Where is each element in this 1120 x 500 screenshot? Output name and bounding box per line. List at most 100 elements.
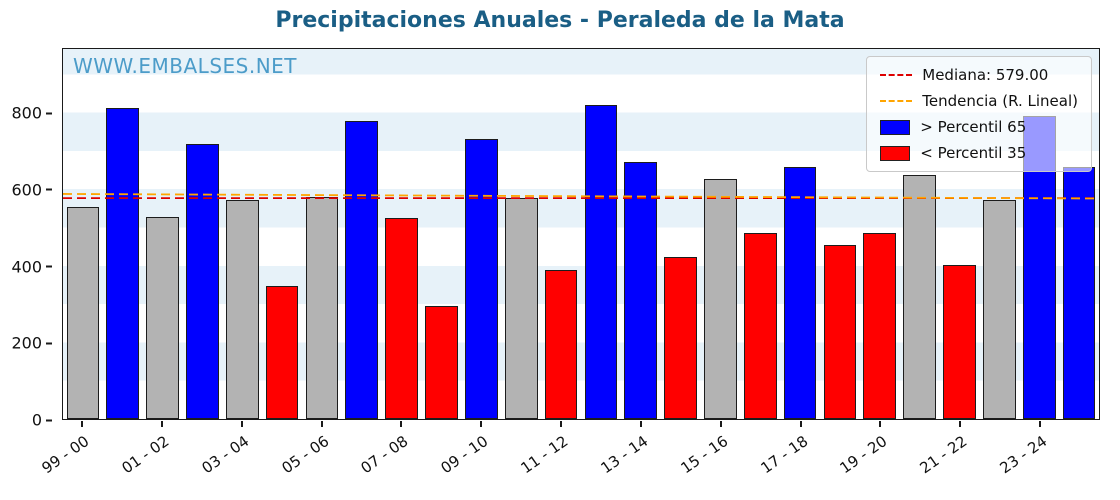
x-tick-mark: [639, 421, 642, 427]
chart-title: Precipitaciones Anuales - Peraleda de la…: [275, 8, 845, 33]
x-tick-label: 07 - 08: [357, 432, 412, 478]
x-tick-mark: [799, 421, 802, 427]
bar-slot: [461, 49, 501, 419]
bar-slot: [621, 49, 661, 419]
bar-19-20: [863, 232, 897, 419]
x-tick-label: 99 - 00: [38, 432, 93, 478]
x-tick-mark: [160, 421, 163, 427]
above-percentile-swatch: [880, 119, 911, 135]
legend-item-below: < Percentil 35: [880, 144, 1078, 162]
bar-slot: [701, 49, 741, 419]
x-tick-label: 03 - 04: [198, 432, 252, 478]
bar-slot: [342, 49, 382, 419]
bar-slot: [979, 49, 1019, 419]
bar-slot: [1059, 49, 1099, 419]
bar-slot: [103, 49, 143, 419]
trend-line-swatch: [880, 100, 913, 102]
legend-trend-label: Tendencia (R. Lineal): [922, 92, 1078, 110]
bar-15-16: [704, 179, 737, 419]
bar-04-05: [265, 285, 299, 419]
bar-05-06: [305, 197, 339, 419]
lines-overlay: [63, 193, 1099, 200]
bar-slot: [63, 49, 103, 419]
bar-11-12: [544, 270, 578, 419]
x-tick-mark: [80, 421, 83, 427]
bar-09-10: [465, 139, 498, 419]
bar-slot: [222, 49, 262, 419]
legend-item-above: > Percentil 65: [880, 118, 1078, 136]
x-tick-label: 21 - 22: [916, 432, 971, 478]
x-tick-label: 09 - 10: [437, 432, 492, 478]
x-tick-label: 23 - 24: [996, 432, 1051, 478]
x-axis: 99 - 00 01 - 02 03 - 04 05 - 06 07 - 08 09 - …: [38, 421, 1100, 499]
x-tick-label: 01 - 02: [118, 432, 173, 478]
x-tick-mark: [1039, 421, 1042, 427]
legend-above-label: > Percentil 65: [920, 118, 1027, 136]
y-tick-label: 0: [31, 410, 53, 430]
plot-area: WWW.EMBALSES.NET Mediana: 579.00 Tendenc…: [62, 48, 1100, 420]
bar-00-01: [106, 108, 140, 419]
legend-item-median: Mediana: 579.00: [880, 66, 1078, 84]
bar-slot: [143, 49, 183, 419]
x-tick-mark: [240, 421, 243, 427]
watermark: WWW.EMBALSES.NET: [73, 54, 298, 78]
y-tick-label: 800: [11, 103, 52, 123]
bar-17-18: [783, 166, 817, 419]
bar-12-13: [584, 105, 618, 419]
x-tick-mark: [400, 421, 403, 427]
bar-slot: [661, 49, 701, 419]
x-tick-mark: [879, 421, 882, 427]
bar-03-04: [225, 199, 259, 419]
bar-slot: [860, 49, 900, 419]
bar-slot: [302, 49, 342, 419]
x-tick-mark: [480, 421, 483, 427]
bar-24-25: [1062, 167, 1096, 419]
x-tick-mark: [959, 421, 962, 427]
bar-01-02: [146, 216, 179, 419]
legend-item-trend: Tendencia (R. Lineal): [880, 92, 1078, 110]
bar-slot: [262, 49, 302, 419]
bar-13-14: [624, 161, 658, 419]
bar-slot: [820, 49, 860, 419]
below-percentile-swatch: [880, 145, 911, 161]
bar-slot: [581, 49, 621, 419]
bar-02-03: [186, 143, 219, 419]
legend: Mediana: 579.00 Tendencia (R. Lineal) > …: [866, 56, 1092, 172]
bar-06-07: [345, 121, 379, 419]
bar-slot: [900, 49, 940, 419]
bar-99-00: [66, 207, 100, 419]
bar-18-19: [823, 244, 857, 419]
bar-21-22: [943, 264, 976, 419]
bar-slot: [183, 49, 223, 419]
bar-slot: [422, 49, 462, 419]
bar-slot: [940, 49, 980, 419]
bar-08-09: [425, 305, 458, 419]
bars-layer: [63, 49, 1099, 419]
y-tick-label: 600: [11, 180, 52, 200]
bar-16-17: [743, 232, 777, 419]
bar-20-21: [903, 174, 936, 419]
bar-07-08: [385, 217, 418, 419]
bar-slot: [541, 49, 581, 419]
bar-slot: [382, 49, 422, 419]
bar-slot: [501, 49, 541, 419]
y-axis: 0 200 400 600 800: [0, 48, 56, 430]
x-tick-label: 13 - 14: [597, 432, 652, 478]
y-tick-label: 200: [11, 333, 52, 353]
legend-median-label: Mediana: 579.00: [922, 66, 1049, 84]
x-tick-label: 05 - 06: [277, 432, 332, 478]
x-tick-mark: [320, 421, 323, 427]
x-tick-mark: [719, 421, 722, 427]
median-line-swatch: [880, 74, 913, 76]
x-tick-mark: [560, 421, 563, 427]
bar-22-23: [982, 199, 1016, 419]
bar-10-11: [504, 197, 538, 419]
y-tick-label: 400: [11, 257, 52, 277]
trend-line: [63, 193, 1099, 200]
bar-slot: [780, 49, 820, 419]
x-tick-label: 17 - 18: [757, 432, 811, 478]
bar-slot: [740, 49, 780, 419]
x-tick-label: 11 - 12: [517, 432, 572, 478]
legend-below-label: < Percentil 35: [920, 144, 1027, 162]
